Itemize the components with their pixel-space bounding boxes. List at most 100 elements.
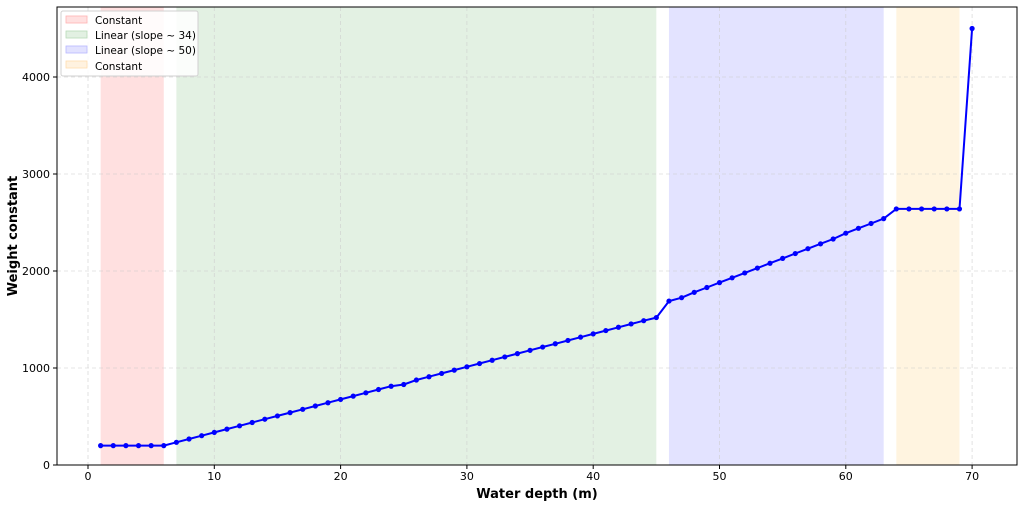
data-point [135, 443, 142, 449]
data-point [754, 265, 760, 271]
data-point [843, 230, 849, 236]
data-point [110, 443, 116, 449]
legend-swatch-linear-blue [65, 45, 88, 54]
legend: Constant Linear (slope ~ 34) Linear (slo… [60, 10, 199, 77]
data-point [173, 439, 180, 445]
region-1 [176, 7, 657, 465]
y-tick-label: 0 [43, 459, 50, 472]
data-point [363, 390, 369, 396]
x-tick-label: 0 [85, 470, 92, 483]
data-point [98, 443, 104, 449]
x-tick-label: 40 [586, 470, 600, 483]
data-point [514, 351, 521, 357]
legend-label: Linear (slope ~ 50) [95, 45, 196, 57]
data-point [780, 255, 786, 261]
data-point [161, 443, 167, 449]
data-point [691, 289, 697, 295]
data-point [502, 354, 508, 360]
legend-item: Linear (slope ~ 34) [65, 30, 196, 42]
data-point [338, 396, 344, 403]
data-point [577, 334, 584, 340]
data-point [476, 360, 483, 367]
data-point [906, 206, 912, 212]
data-point [312, 403, 318, 409]
data-point [211, 429, 217, 436]
plot-frame [56, 6, 1018, 466]
data-point [868, 220, 874, 227]
data-point [742, 270, 748, 276]
data-point [590, 331, 596, 337]
data-point [426, 374, 432, 380]
x-tick-label: 20 [334, 470, 348, 483]
region-0 [100, 7, 164, 465]
data-point [830, 236, 836, 242]
data-point [628, 321, 634, 327]
data-point [375, 386, 382, 393]
data-point [956, 206, 963, 212]
data-point [236, 423, 243, 429]
data-point [918, 206, 925, 212]
legend-item: Linear (slope ~ 50) [65, 45, 196, 57]
x-tick-label: 10 [207, 470, 221, 483]
data-point [893, 206, 899, 212]
y-tick-label: 1000 [22, 362, 50, 375]
data-series [98, 25, 975, 449]
x-axis-ticks: 0 10 20 30 40 50 60 70 [85, 465, 979, 483]
legend-box [60, 10, 199, 77]
legend-label: Linear (slope ~ 34) [95, 30, 196, 42]
data-point [944, 206, 950, 212]
data-point [350, 393, 356, 399]
data-point [552, 341, 558, 347]
data-point [767, 260, 773, 266]
data-point [931, 206, 937, 212]
data-point [148, 443, 154, 449]
data-point [224, 426, 230, 432]
data-point [262, 416, 268, 422]
data-point [413, 377, 419, 383]
data-point [679, 295, 685, 301]
data-point [451, 367, 457, 373]
data-point [464, 364, 470, 370]
legend-swatch-constant-red [65, 15, 88, 24]
data-point [249, 419, 255, 426]
data-point [300, 406, 306, 412]
data-point [603, 327, 609, 334]
data-point [729, 275, 735, 281]
y-tick-label: 2000 [22, 265, 50, 278]
data-point [881, 216, 887, 222]
legend-swatch-linear-green [65, 30, 88, 39]
data-point [527, 347, 533, 353]
data-point [666, 298, 672, 304]
data-point [615, 324, 622, 330]
x-tick-label: 70 [965, 470, 979, 483]
legend-swatch-constant-orange [65, 60, 88, 69]
legend-item: Constant [65, 15, 142, 27]
data-line [100, 28, 974, 447]
data-point [704, 284, 710, 291]
data-point [287, 410, 293, 416]
region-2 [668, 7, 884, 465]
data-point [123, 443, 129, 449]
data-point [805, 246, 811, 252]
x-tick-label: 50 [713, 470, 727, 483]
data-point [641, 318, 647, 324]
data-point [325, 400, 331, 406]
y-axis-ticks: 0 1000 2000 3000 4000 [22, 71, 57, 472]
data-point [817, 241, 824, 247]
data-point [199, 433, 205, 439]
data-point [855, 225, 862, 231]
data-point [439, 370, 445, 377]
data-point [489, 357, 495, 363]
legend-item: Constant [65, 60, 142, 73]
region-3 [896, 7, 960, 465]
data-point [653, 314, 659, 321]
data-point [565, 337, 571, 344]
x-tick-label: 30 [460, 470, 474, 483]
legend-label: Constant [95, 61, 142, 73]
data-point [401, 381, 407, 388]
y-axis-label: Weight constant [6, 176, 21, 297]
shaded-regions [100, 7, 960, 465]
legend-label: Constant [95, 15, 142, 27]
x-axis-label: Water depth (m) [476, 487, 597, 502]
